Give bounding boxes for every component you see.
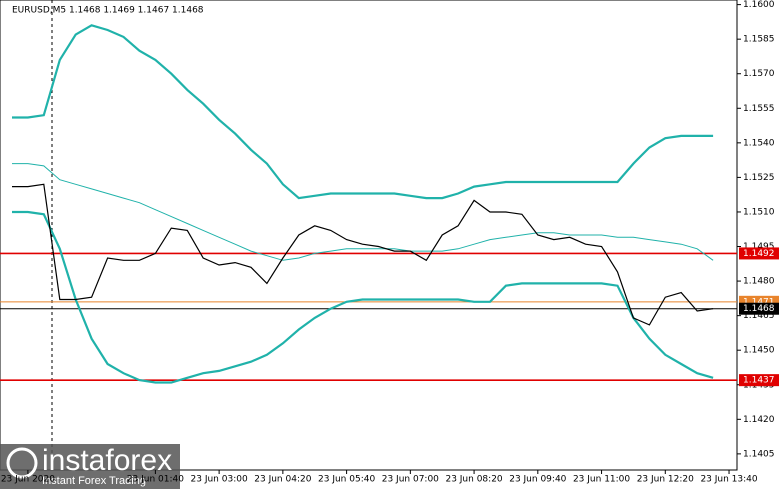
logo-tagline: Instant Forex Trading [42, 475, 146, 487]
y-tick-label: 1.1555 [743, 104, 775, 114]
x-tick-label: 23 Jun 09:40 [509, 475, 566, 485]
x-tick-label: 23 Jun 08:20 [445, 475, 502, 485]
level-label: 1.1471 [743, 297, 775, 307]
x-tick-label: 23 Jun 13:40 [700, 475, 757, 485]
logo-name: instaforex [42, 444, 172, 477]
level-label: 1.1492 [743, 249, 775, 259]
y-tick-label: 1.1540 [743, 138, 775, 148]
x-tick-label: 23 Jun 03:00 [191, 475, 248, 485]
y-tick-label: 1.1480 [743, 277, 775, 287]
y-tick-label: 1.1570 [743, 69, 775, 79]
y-tick-label: 1.1405 [743, 449, 775, 459]
logo-icon [6, 447, 38, 479]
x-tick-label: 23 Jun 12:20 [637, 475, 694, 485]
marks [0, 24, 737, 384]
plot-frame [0, 0, 738, 471]
y-tick-label: 1.1585 [743, 35, 775, 45]
x-tick-label: 23 Jun 05:40 [318, 475, 375, 485]
level-badge [739, 247, 779, 260]
y-tick-label: 1.1600 [743, 0, 775, 10]
x-tick-label: 23 Jun 2020 [1, 475, 55, 485]
x-tick-label: 23 Jun 11:00 [573, 475, 630, 485]
y-tick-label: 1.1450 [743, 346, 775, 356]
y-tick-label: 1.1495 [743, 242, 775, 252]
level-badge [739, 302, 779, 315]
y-tick-label: 1.1510 [743, 207, 775, 217]
series-line [12, 183, 714, 326]
level-label: 1.1437 [743, 376, 775, 386]
level-badge [739, 374, 779, 387]
series-line [12, 163, 714, 261]
x-tick-label: 23 Jun 01:40 [127, 475, 184, 485]
series-line [12, 24, 714, 200]
x-tick-label: 23 Jun 07:00 [382, 475, 439, 485]
level-label: 1.1468 [743, 304, 775, 314]
chart-title: EURUSD,M5 1.1468 1.1469 1.1467 1.1468 [12, 6, 204, 16]
y-tick-label: 1.1525 [743, 173, 775, 183]
logo: instaforex Instant Forex Trading [0, 444, 180, 489]
y-tick-label: 1.1420 [743, 415, 775, 425]
series-line [12, 210, 714, 384]
x-tick-label: 23 Jun 04:20 [254, 475, 311, 485]
y-tick-label: 1.1465 [743, 311, 775, 321]
